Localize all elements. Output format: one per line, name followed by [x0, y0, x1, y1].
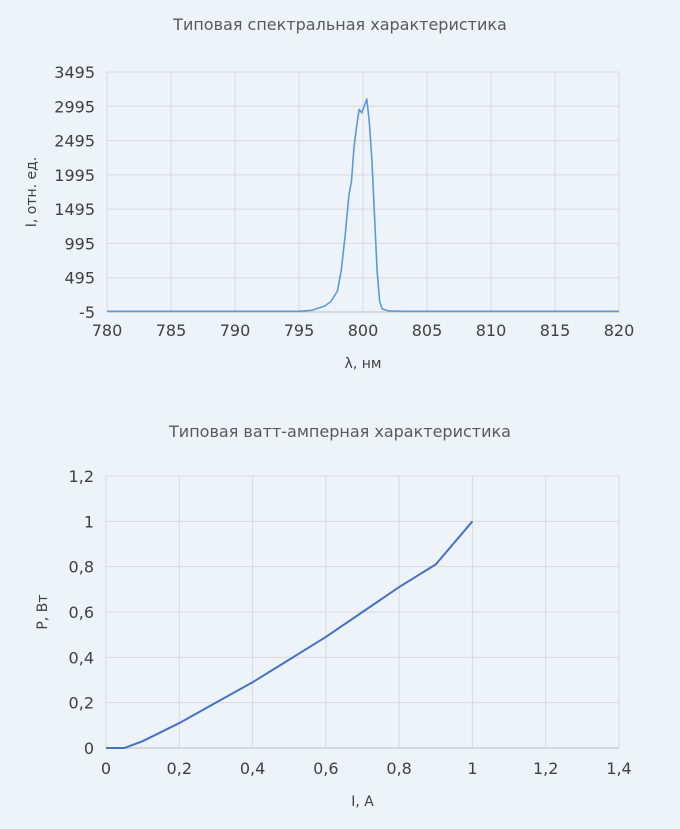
x-axis-label: λ, нм — [345, 356, 382, 372]
spectral-chart: Типовая спектральная характеристика 780 78… — [24, 15, 635, 372]
y-axis-label: P, Вт — [35, 594, 51, 629]
x-tick-label: 815 — [540, 321, 571, 340]
y-tick-label: 995 — [64, 234, 95, 253]
chart-title: Типовая спектральная характеристика — [172, 15, 507, 34]
y-tick-label: 495 — [64, 269, 95, 288]
x-tick-label: 1,4 — [606, 759, 631, 778]
y-tick-label: 1995 — [54, 166, 95, 185]
y-tick-label: 1495 — [54, 200, 95, 219]
x-tick-label: 785 — [156, 321, 187, 340]
x-tick-label: 0,2 — [167, 759, 192, 778]
series-line — [107, 98, 619, 313]
x-tick-label: 1 — [467, 759, 477, 778]
y-axis-label: I, отн. ед. — [24, 157, 40, 228]
x-tick-label: 805 — [412, 321, 443, 340]
y-tick-label: 3495 — [54, 63, 95, 82]
chart-title: Типовая ватт-амперная характеристика — [168, 422, 511, 441]
watt-ampere-chart: Типовая ватт-амперная характеристика 0 0,2… — [35, 422, 632, 810]
x-tick-label: 780 — [92, 321, 123, 340]
y-tick-label: 1,2 — [69, 467, 94, 486]
y-tick-label: 0,4 — [69, 648, 94, 667]
x-tick-label: 0,6 — [313, 759, 338, 778]
y-tick-label: 2995 — [54, 97, 95, 116]
x-axis-label: I, А — [351, 794, 374, 810]
y-tick-label: 0 — [84, 739, 94, 758]
y-tick-label: 0,2 — [69, 694, 94, 713]
y-tick-label: 1 — [84, 512, 94, 531]
x-tick-label: 1,2 — [533, 759, 558, 778]
x-tick-label: 800 — [348, 321, 379, 340]
x-tick-label: 820 — [604, 321, 635, 340]
x-tick-label: 790 — [220, 321, 251, 340]
x-tick-label: 810 — [476, 321, 507, 340]
y-tick-label: 0,8 — [69, 558, 94, 577]
x-tick-label: 0,4 — [240, 759, 265, 778]
y-tick-label: -5 — [79, 303, 95, 322]
y-tick-label: 2495 — [54, 132, 95, 151]
x-tick-label: 0,8 — [386, 759, 411, 778]
y-tick-label: 0,6 — [69, 603, 94, 622]
x-tick-label: 0 — [101, 759, 111, 778]
series-line — [106, 520, 474, 749]
x-tick-label: 795 — [284, 321, 315, 340]
